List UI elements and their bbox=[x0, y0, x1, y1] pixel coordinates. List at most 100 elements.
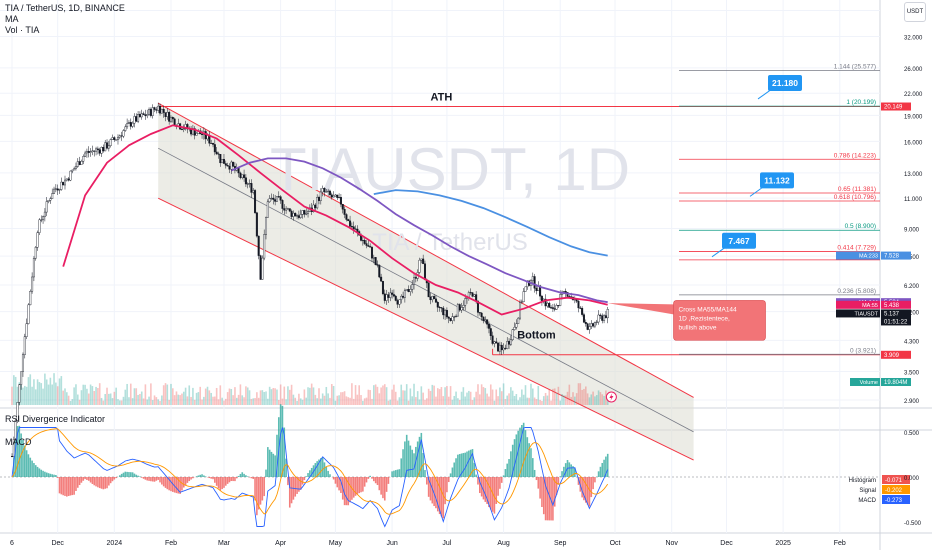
candle-body-82 bbox=[160, 108, 163, 114]
volume-bar-87 bbox=[170, 383, 172, 405]
candle-body-256 bbox=[478, 312, 481, 314]
callout-box-2[interactable] bbox=[760, 172, 794, 189]
volume-bar-45 bbox=[93, 391, 96, 405]
candle-body-252 bbox=[471, 292, 474, 297]
candle-body-43 bbox=[89, 151, 92, 153]
candle-body-95 bbox=[184, 124, 187, 129]
volume-bar-277 bbox=[517, 400, 519, 405]
volume-bar-194 bbox=[365, 397, 368, 405]
candle-body-233 bbox=[436, 302, 439, 308]
volume-bar-158 bbox=[299, 398, 302, 405]
candle-body-216 bbox=[405, 289, 408, 291]
candle-body-219 bbox=[411, 284, 414, 290]
candle-body-154 bbox=[292, 212, 295, 217]
macd-hist-193 bbox=[363, 477, 366, 487]
badge-value-3: 5.438 bbox=[884, 303, 900, 309]
volume-bar-145 bbox=[276, 389, 278, 405]
candle-body-318 bbox=[592, 323, 595, 327]
macd-hist-246 bbox=[460, 453, 463, 477]
macd-hist-190 bbox=[358, 477, 360, 494]
candle-body-295 bbox=[550, 307, 553, 309]
y-tick-16: 2.900 bbox=[904, 399, 920, 405]
candle-body-153 bbox=[290, 210, 293, 217]
macd-hist-233 bbox=[436, 477, 439, 512]
macd-hist-314 bbox=[584, 477, 587, 503]
volume-bar-12 bbox=[33, 379, 35, 405]
volume-bar-95 bbox=[184, 387, 187, 405]
volume-bar-170 bbox=[321, 393, 324, 405]
volume-bar-150 bbox=[285, 399, 287, 405]
candle-body-260 bbox=[486, 319, 489, 325]
currency-button[interactable]: USDT bbox=[904, 2, 926, 22]
candle-body-24 bbox=[54, 188, 57, 190]
callout-box-1[interactable] bbox=[768, 74, 802, 91]
indicator-ma-label[interactable]: MA bbox=[5, 14, 19, 24]
macd-hist-89 bbox=[173, 477, 176, 493]
volume-bar-120 bbox=[230, 389, 233, 405]
macd-hist-48 bbox=[98, 477, 101, 489]
volume-bar-169 bbox=[320, 398, 322, 405]
macd-hist-296 bbox=[552, 477, 554, 521]
macd-hist-103 bbox=[199, 474, 202, 477]
y-tick-6: 19.000 bbox=[904, 114, 923, 120]
candle-body-299 bbox=[557, 305, 560, 307]
callout-box-3[interactable] bbox=[722, 232, 756, 249]
macd-hist-322 bbox=[599, 466, 602, 477]
macd-hist-281 bbox=[524, 430, 527, 477]
macd-hist-168 bbox=[318, 459, 320, 477]
macd-hist-274 bbox=[511, 444, 514, 477]
candle-body-263 bbox=[491, 335, 494, 344]
volume-bar-284 bbox=[530, 383, 532, 405]
macd-readout-name-0: Histogram bbox=[849, 478, 876, 484]
note-box bbox=[673, 300, 766, 341]
macd-hist-308 bbox=[574, 467, 576, 477]
symbol-title[interactable]: TIA / TetherUS, 1D, BINANCE bbox=[5, 3, 125, 13]
volume-bar-99 bbox=[192, 387, 194, 405]
volume-bar-7 bbox=[23, 385, 26, 405]
macd-hist-30 bbox=[66, 477, 68, 497]
macd-readout-badge-0 bbox=[882, 475, 910, 484]
macd-hist-54 bbox=[109, 477, 112, 484]
volume-bar-23 bbox=[53, 373, 55, 405]
indicator-volume-label[interactable]: Vol · TIA bbox=[5, 25, 40, 35]
channel-upper bbox=[157, 102, 694, 398]
badge-name-3: MA:55 bbox=[862, 303, 878, 309]
macd-pane-label[interactable]: MACD bbox=[5, 437, 32, 447]
candle-body-248 bbox=[464, 298, 467, 306]
y-tick-15: 3.500 bbox=[904, 371, 920, 377]
candle-body-257 bbox=[480, 312, 483, 318]
volume-bar-219 bbox=[411, 396, 413, 405]
volume-bar-263 bbox=[491, 389, 494, 405]
volume-bar-139 bbox=[265, 391, 267, 405]
candle-body-151 bbox=[286, 208, 289, 210]
volume-bar-172 bbox=[325, 386, 328, 405]
volume-bar-19 bbox=[45, 379, 48, 405]
macd-hist-129 bbox=[246, 476, 249, 477]
volume-bar-26 bbox=[58, 378, 61, 405]
candle-body-69 bbox=[137, 114, 140, 122]
macd-hist-266 bbox=[497, 477, 499, 496]
macd-hist-84 bbox=[164, 477, 167, 488]
macd-hist-40 bbox=[84, 477, 86, 480]
volume-bar-256 bbox=[479, 394, 481, 405]
volume-bar-3 bbox=[16, 386, 19, 405]
x-tick-4: Mar bbox=[218, 540, 231, 547]
volume-bar-261 bbox=[488, 396, 490, 405]
volume-bar-52 bbox=[106, 387, 108, 405]
macd-hist-117 bbox=[225, 477, 227, 486]
y-tick-9: 11.000 bbox=[904, 197, 923, 203]
macd-hist-17 bbox=[42, 470, 44, 477]
y-tick-5: 22.000 bbox=[904, 92, 923, 98]
macd-hist-139 bbox=[265, 469, 267, 477]
macd-hist-61 bbox=[122, 472, 125, 477]
volume-bar-42 bbox=[87, 393, 90, 405]
badge-value-4: 5.137 bbox=[884, 311, 900, 317]
candle-body-228 bbox=[427, 282, 430, 298]
candle-body-0 bbox=[10, 456, 13, 458]
macd-hist-206 bbox=[387, 477, 390, 484]
volume-bar-281 bbox=[524, 385, 527, 405]
candle-body-59 bbox=[118, 135, 121, 138]
rsi-pane-label[interactable]: RSI Divergence Indicator bbox=[5, 414, 106, 424]
